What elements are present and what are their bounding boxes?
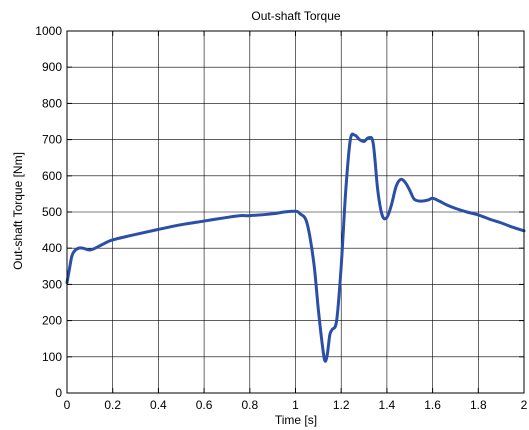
x-tick-label: 0.6 [196, 398, 213, 412]
y-tick-label: 300 [42, 277, 62, 291]
y-tick-label: 100 [42, 350, 62, 364]
x-tick-label: 0.4 [150, 398, 167, 412]
x-tick-label: 1.6 [424, 398, 441, 412]
x-tick-label: 2 [521, 398, 528, 412]
chart-title: Out-shaft Torque [251, 9, 340, 23]
y-tick-label: 200 [42, 314, 62, 328]
x-tick-label: 0 [64, 398, 71, 412]
plot-frame [66, 30, 525, 394]
x-tick-label: 1.8 [470, 398, 487, 412]
y-axis-label: Out-shaft Torque [Nm] [11, 152, 25, 270]
y-tick-label: 400 [42, 241, 62, 255]
x-tick-label: 1.4 [379, 398, 396, 412]
y-tick-label: 1000 [35, 24, 62, 38]
x-tick-label: 1 [292, 398, 299, 412]
series-line [65, 132, 526, 363]
y-tick-label: 0 [55, 386, 62, 400]
x-tick-label: 0.8 [241, 398, 258, 412]
y-tick-label: 800 [42, 96, 62, 110]
y-tick-label: 500 [42, 205, 62, 219]
x-axis-label: Time [s] [275, 413, 317, 427]
y-tick-label: 700 [42, 133, 62, 147]
y-tick-label: 900 [42, 60, 62, 74]
x-tick-label: 1.2 [333, 398, 350, 412]
y-tick-label: 600 [42, 169, 62, 183]
tick-labels: 0 0.2 0.4 0.6 0.8 1 1.2 1.4 1.6 1.8 2 0 100 200 300 400… [35, 24, 527, 412]
x-tick-label: 0.2 [104, 398, 121, 412]
